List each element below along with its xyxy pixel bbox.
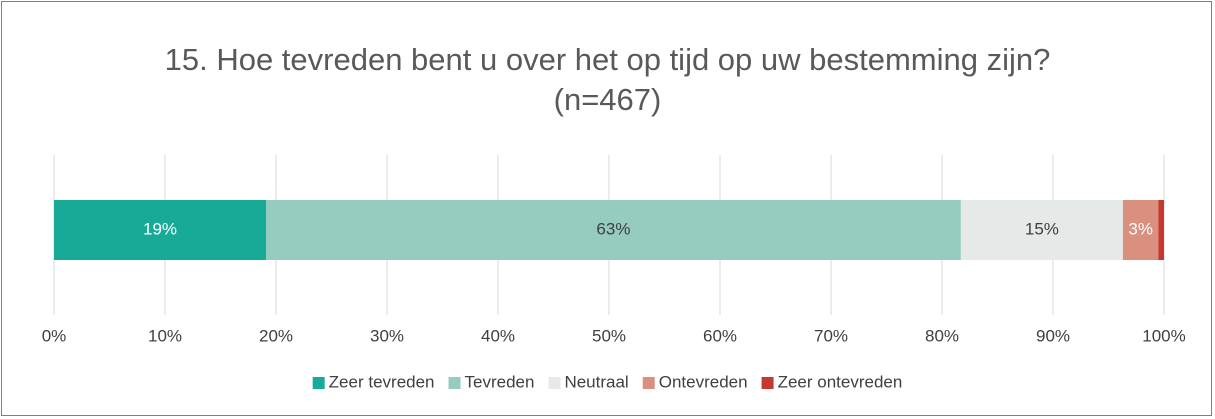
x-tick-label: 70% — [814, 326, 848, 345]
bar-segment — [1158, 200, 1164, 260]
x-tick-label: 10% — [148, 326, 182, 345]
bar-segment — [960, 200, 1123, 260]
x-tick-label: 50% — [592, 326, 626, 345]
data-label: 63% — [596, 219, 630, 238]
x-tick-label: 40% — [481, 326, 515, 345]
legend-swatch — [548, 377, 561, 389]
legend-label: Tevreden — [465, 372, 535, 391]
x-tick-label: 60% — [703, 326, 737, 345]
bar-segment — [54, 200, 267, 260]
legend-swatch — [448, 377, 461, 389]
data-label: 19% — [143, 219, 177, 238]
x-tick-label: 80% — [925, 326, 959, 345]
x-tick-label: 90% — [1036, 326, 1070, 345]
legend-swatch — [642, 377, 655, 389]
x-tick-label: 0% — [42, 326, 67, 345]
legend-label: Zeer tevreden — [329, 372, 435, 391]
data-label: 3% — [1128, 219, 1153, 238]
legend-label: Zeer ontevreden — [778, 372, 903, 391]
bar-segment — [1122, 200, 1159, 260]
x-tick-label: 20% — [259, 326, 293, 345]
data-label: 15% — [1025, 219, 1059, 238]
legend-swatch — [312, 377, 325, 389]
legend-swatch — [761, 377, 774, 389]
x-tick-label: 100% — [1142, 326, 1185, 345]
x-tick-label: 30% — [370, 326, 404, 345]
chart-title: 15. Hoe tevreden bent u over het op tijd… — [164, 42, 1051, 117]
bar-segment — [266, 200, 961, 260]
legend-label: Neutraal — [564, 372, 628, 391]
legend-label: Ontevreden — [659, 372, 748, 391]
